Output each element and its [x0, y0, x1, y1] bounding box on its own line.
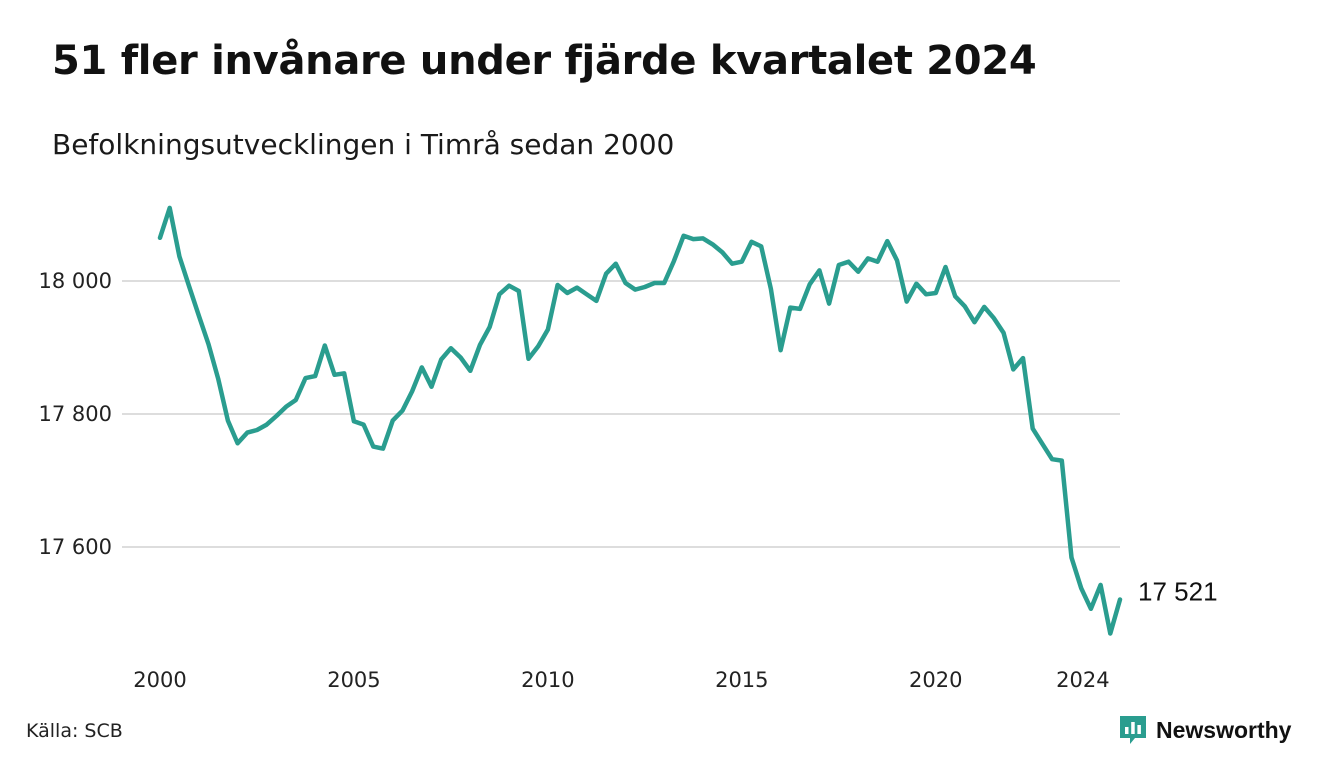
last-value-label: 17 521 — [1138, 577, 1218, 607]
x-tick-label: 2000 — [133, 668, 186, 692]
y-tick-label: 17 600 — [39, 535, 112, 559]
newsworthy-logo-text: Newsworthy — [1156, 716, 1292, 743]
chart-subtitle: Befolkningsutvecklingen i Timrå sedan 20… — [52, 128, 675, 161]
x-tick-label: 2020 — [909, 668, 962, 692]
population-line — [157, 205, 1123, 636]
x-tick-label: 2015 — [715, 668, 768, 692]
x-tick-label: 2024 — [1056, 668, 1109, 692]
x-tick-label: 2005 — [327, 668, 380, 692]
y-tick-label: 17 800 — [39, 402, 112, 426]
x-axis-tick-labels: 2000 2005 2010 2015 2020 2024 — [133, 668, 1109, 692]
source-note: Källa: SCB — [26, 720, 123, 742]
y-axis-tick-labels: 17 600 17 800 18 000 — [39, 269, 112, 559]
chart-title: 51 fler invånare under fjärde kvartalet … — [52, 38, 1037, 84]
y-tick-label: 18 000 — [39, 269, 112, 293]
newsworthy-logo: Newsworthy — [1118, 714, 1291, 746]
x-tick-label: 2010 — [521, 668, 574, 692]
gridlines — [122, 280, 1120, 548]
newsworthy-logo-icon — [1120, 716, 1146, 744]
